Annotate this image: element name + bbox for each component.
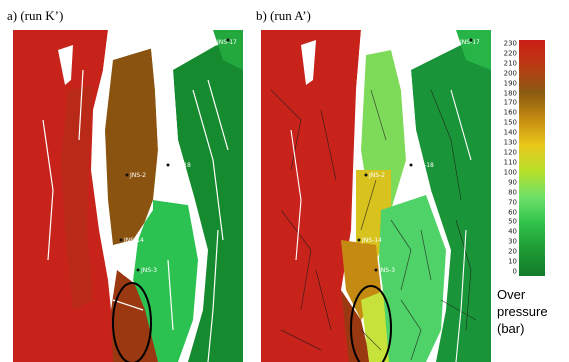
well-label: JNS-14 — [123, 237, 144, 244]
fault-block-yellowgreen — [361, 290, 391, 362]
fault-block-west-inner — [61, 85, 93, 310]
highlight-ellipse — [112, 282, 152, 362]
fault-gap-4 — [301, 40, 316, 85]
fault-gap-3 — [123, 200, 153, 280]
legend-tick-label: 100 — [503, 168, 517, 177]
highlight-ellipse — [350, 285, 392, 362]
legend-tick-label: 230 — [503, 39, 517, 48]
well-label: JNS-17 — [216, 39, 237, 46]
legend-tick-label: 20 — [508, 247, 517, 256]
legend-tick-label: 210 — [503, 59, 517, 68]
legend-tick-label: 190 — [503, 79, 517, 88]
legend-tick-label: 160 — [503, 108, 517, 117]
fault-block-brownred — [341, 290, 371, 362]
legend-tick-label: 70 — [508, 198, 517, 207]
well-label: JNS-2 — [129, 172, 146, 179]
panel-a-title: a) (run K’) — [7, 8, 64, 23]
fault-block-green-top — [456, 30, 491, 70]
well-label: JNS-3 — [378, 267, 395, 274]
legend-tick-label: 120 — [503, 148, 517, 157]
panel-b-title: b) (run A’) — [256, 8, 311, 23]
well-label: JNS-3 — [140, 267, 157, 274]
fault-block-green-top — [213, 30, 243, 70]
fault-block-green-mid — [133, 200, 198, 362]
legend-tick-label: 40 — [508, 227, 517, 236]
fault-block-green-east — [173, 30, 243, 362]
fault-block-green-east — [411, 30, 491, 362]
legend-tick-label: 200 — [503, 69, 517, 78]
fault-block-south — [111, 270, 158, 362]
legend-tick-label: 150 — [503, 118, 517, 127]
legend-caption: Over pressure (bar) — [497, 286, 548, 337]
legend-tick-label: 90 — [508, 178, 517, 187]
fault-block-west — [261, 30, 361, 362]
legend-caption-line: (bar) — [497, 321, 525, 336]
fault-gap-5 — [183, 30, 213, 50]
fault-block-green-mid — [379, 195, 446, 362]
fault-block-brown — [105, 48, 158, 245]
fault-gap-3 — [426, 30, 456, 50]
legend-tick-label: 130 — [503, 138, 517, 147]
well-label: JNS-18 — [170, 162, 191, 169]
legend-tick-label: 10 — [508, 257, 517, 266]
legend-tick-labels: 230 220 210 200 190 180 170 160 150 140 130 120 110 1… — [501, 40, 517, 276]
legend-tick-label: 80 — [508, 188, 517, 197]
well-label: JNS-2 — [368, 172, 385, 179]
pressure-color-scale — [519, 40, 545, 276]
legend-tick-label: 110 — [503, 158, 517, 167]
well-label: JNS-18 — [413, 162, 434, 169]
legend-tick-label: 50 — [508, 217, 517, 226]
fault-gap-4 — [58, 45, 73, 85]
legend-tick-label: 180 — [503, 89, 517, 98]
legend-caption-line: Over — [497, 287, 526, 302]
legend-tick-label: 30 — [508, 237, 517, 246]
legend-tick-label: 60 — [508, 208, 517, 217]
fault-gap-1 — [103, 30, 178, 70]
well-label: JNS-14 — [361, 237, 382, 244]
legend-tick-label: 220 — [503, 49, 517, 58]
legend-tick-label: 170 — [503, 98, 517, 107]
map-run-a: JNS-2 JNS-18 JNS-14 JNS-3 JNS-17 — [261, 30, 491, 362]
well-label: JNS-17 — [459, 39, 480, 46]
fault-gap-2 — [391, 50, 431, 195]
fault-gap-2 — [151, 48, 195, 205]
legend-caption-line: pressure — [497, 304, 548, 319]
legend-tick-label: 0 — [512, 267, 517, 276]
legend-tick-label: 140 — [503, 128, 517, 137]
map-run-k: JNS-2 JNS-18 JNS-14 JNS-3 JNS-17 — [13, 30, 243, 362]
fault-gap-1 — [356, 30, 426, 90]
